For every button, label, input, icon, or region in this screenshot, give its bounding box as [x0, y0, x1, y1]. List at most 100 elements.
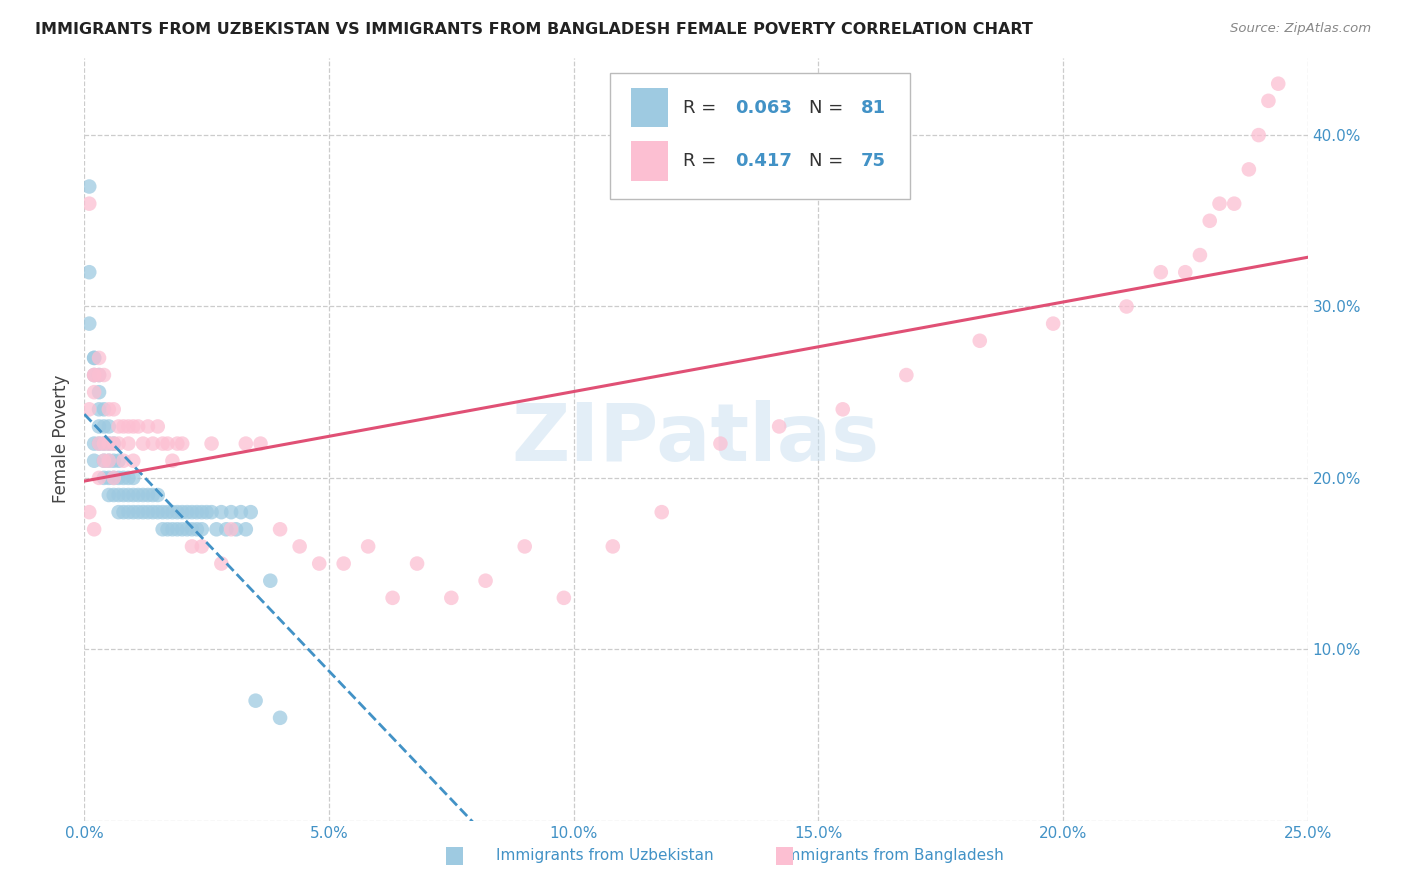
Text: 0.063: 0.063 — [735, 98, 792, 117]
Text: N =: N = — [808, 152, 848, 170]
Point — [83, 454, 105, 468]
Point — [440, 591, 463, 605]
Y-axis label: Female Poverty: Female Poverty — [52, 376, 70, 503]
Point — [107, 471, 129, 485]
FancyBboxPatch shape — [631, 141, 668, 181]
Point — [156, 505, 179, 519]
Point — [195, 505, 218, 519]
Point — [112, 505, 135, 519]
Point — [146, 488, 169, 502]
Point — [136, 505, 159, 519]
Point — [93, 454, 115, 468]
Point — [103, 454, 125, 468]
Point — [97, 488, 120, 502]
Point — [1188, 248, 1211, 262]
Point — [166, 522, 188, 536]
Point — [269, 711, 291, 725]
Point — [219, 505, 242, 519]
Point — [259, 574, 281, 588]
Point — [93, 402, 115, 417]
Point — [97, 454, 120, 468]
Point — [225, 522, 247, 536]
Point — [93, 471, 115, 485]
Point — [112, 419, 135, 434]
Point — [166, 436, 188, 450]
Point — [97, 436, 120, 450]
Point — [117, 419, 139, 434]
Point — [191, 505, 214, 519]
Text: IMMIGRANTS FROM UZBEKISTAN VS IMMIGRANTS FROM BANGLADESH FEMALE POVERTY CORRELAT: IMMIGRANTS FROM UZBEKISTAN VS IMMIGRANTS… — [35, 22, 1033, 37]
Point — [146, 505, 169, 519]
Point — [219, 522, 242, 536]
Text: Source: ZipAtlas.com: Source: ZipAtlas.com — [1230, 22, 1371, 36]
Point — [107, 505, 129, 519]
Point — [107, 454, 129, 468]
Point — [142, 436, 165, 450]
Point — [513, 540, 536, 554]
Point — [768, 419, 790, 434]
Point — [83, 385, 105, 400]
Point — [1198, 214, 1220, 228]
Point — [152, 436, 174, 450]
Point — [1150, 265, 1173, 279]
Text: 0.417: 0.417 — [735, 152, 792, 170]
Point — [132, 436, 155, 450]
Point — [172, 522, 194, 536]
Point — [200, 436, 222, 450]
Point — [87, 471, 110, 485]
Point — [152, 522, 174, 536]
Point — [122, 419, 145, 434]
Point — [474, 574, 496, 588]
Point — [142, 505, 165, 519]
Point — [83, 368, 105, 382]
FancyBboxPatch shape — [631, 87, 668, 128]
Point — [896, 368, 918, 382]
Point — [1267, 77, 1289, 91]
Point — [87, 351, 110, 365]
Point — [77, 265, 100, 279]
Point — [235, 522, 257, 536]
Point — [602, 540, 624, 554]
Point — [103, 436, 125, 450]
Point — [112, 471, 135, 485]
Point — [127, 419, 149, 434]
Point — [156, 522, 179, 536]
Point — [122, 471, 145, 485]
Point — [308, 557, 330, 571]
Point — [249, 436, 271, 450]
Point — [406, 557, 429, 571]
Point — [136, 488, 159, 502]
Point — [107, 488, 129, 502]
Text: 81: 81 — [860, 98, 886, 117]
Point — [87, 385, 110, 400]
Point — [209, 557, 232, 571]
Point — [112, 454, 135, 468]
Point — [117, 505, 139, 519]
Text: R =: R = — [682, 98, 721, 117]
Point — [103, 471, 125, 485]
Point — [77, 179, 100, 194]
Point — [77, 402, 100, 417]
Point — [83, 351, 105, 365]
Point — [87, 436, 110, 450]
Point — [97, 454, 120, 468]
Point — [831, 402, 853, 417]
Point — [83, 351, 105, 365]
Point — [97, 402, 120, 417]
Point — [136, 419, 159, 434]
Point — [97, 436, 120, 450]
Point — [97, 471, 120, 485]
Text: 75: 75 — [860, 152, 886, 170]
Text: Immigrants from Bangladesh: Immigrants from Bangladesh — [782, 847, 1004, 863]
Point — [709, 436, 731, 450]
Point — [132, 505, 155, 519]
Point — [83, 522, 105, 536]
Point — [235, 436, 257, 450]
Point — [93, 368, 115, 382]
Point — [181, 522, 204, 536]
Point — [381, 591, 404, 605]
Point — [122, 488, 145, 502]
Point — [103, 402, 125, 417]
Point — [146, 419, 169, 434]
Point — [112, 488, 135, 502]
